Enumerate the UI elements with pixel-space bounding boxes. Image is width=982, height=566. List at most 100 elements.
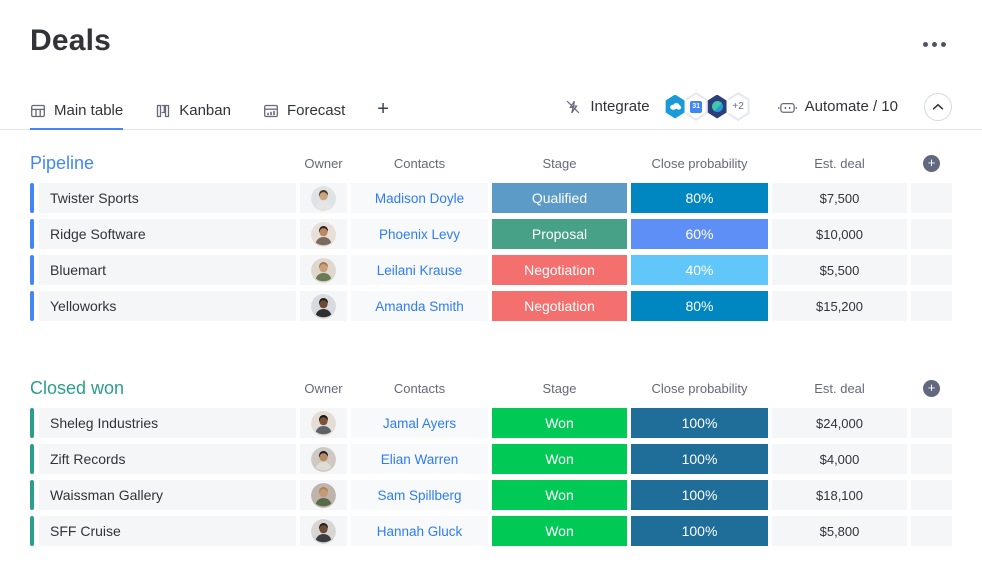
- contact-link[interactable]: Sam Spillberg: [377, 487, 462, 503]
- contact-cell[interactable]: Elian Warren: [351, 444, 488, 474]
- add-view-button[interactable]: +: [377, 98, 389, 120]
- add-column-button[interactable]: +: [923, 154, 940, 172]
- group-color-bar: [30, 183, 34, 213]
- table-row: Yelloworks Amanda Smith Negotiation 80% …: [30, 291, 952, 321]
- deal-name: Ridge Software: [50, 226, 146, 242]
- close-probability-cell[interactable]: 80%: [631, 291, 768, 321]
- tab-label: Kanban: [179, 102, 231, 119]
- add-column-button[interactable]: +: [923, 379, 940, 397]
- close-probability-cell[interactable]: 60%: [631, 219, 768, 249]
- deal-name-cell[interactable]: Bluemart: [30, 255, 296, 285]
- close-probability-cell[interactable]: 80%: [631, 183, 768, 213]
- owner-cell[interactable]: [300, 516, 347, 546]
- contact-cell[interactable]: Madison Doyle: [351, 183, 488, 213]
- tab-main-table[interactable]: Main table: [30, 102, 124, 130]
- robot-icon: [777, 98, 797, 116]
- automate-label: Automate / 10: [804, 98, 898, 115]
- est-deal-cell[interactable]: $7,500: [772, 183, 907, 213]
- est-deal-cell[interactable]: $15,200: [772, 291, 907, 321]
- deal-name-cell[interactable]: Waissman Gallery: [30, 480, 296, 510]
- owner-cell[interactable]: [300, 408, 347, 438]
- stage-cell[interactable]: Won: [492, 480, 627, 510]
- contact-cell[interactable]: Sam Spillberg: [351, 480, 488, 510]
- group-title[interactable]: Pipeline: [30, 152, 95, 173]
- integrate-button[interactable]: Integrate 31: [564, 92, 751, 121]
- contact-link[interactable]: Amanda Smith: [375, 298, 464, 314]
- contact-cell[interactable]: Amanda Smith: [351, 291, 488, 321]
- owner-cell[interactable]: [300, 291, 347, 321]
- contact-cell[interactable]: Leilani Krause: [351, 255, 488, 285]
- owner-cell[interactable]: [300, 444, 347, 474]
- contact-link[interactable]: Elian Warren: [380, 451, 459, 467]
- close-probability-cell[interactable]: 100%: [631, 480, 768, 510]
- board-menu-button[interactable]: [919, 38, 950, 51]
- tab-kanban[interactable]: Kanban: [155, 102, 231, 129]
- column-header-close-probability: Close probability: [651, 155, 748, 171]
- stage-cell[interactable]: Negotiation: [492, 255, 627, 285]
- tab-forecast[interactable]: Forecast: [263, 102, 345, 129]
- deal-name-cell[interactable]: SFF Cruise: [30, 516, 296, 546]
- owner-cell[interactable]: [300, 255, 347, 285]
- deal-name-cell[interactable]: Sheleg Industries: [30, 408, 296, 438]
- deal-name-cell[interactable]: Zift Records: [30, 444, 296, 474]
- stage-cell[interactable]: Won: [492, 516, 627, 546]
- table-row: Ridge Software Phoenix Levy Proposal 60%…: [30, 219, 952, 249]
- close-probability-cell[interactable]: 100%: [631, 444, 768, 474]
- group-color-bar: [30, 444, 34, 474]
- stage-cell[interactable]: Negotiation: [492, 291, 627, 321]
- owner-avatar: [311, 446, 336, 472]
- close-probability-cell[interactable]: 40%: [631, 255, 768, 285]
- group-title[interactable]: Closed won: [30, 377, 125, 398]
- est-deal-cell[interactable]: $5,500: [772, 255, 907, 285]
- stage-cell[interactable]: Qualified: [492, 183, 627, 213]
- contact-link[interactable]: Madison Doyle: [374, 190, 465, 206]
- integration-apps: 31 +2: [662, 92, 752, 121]
- deal-name: Sheleg Industries: [50, 415, 159, 431]
- owner-cell[interactable]: [300, 183, 347, 213]
- column-header-owner: Owner: [304, 380, 343, 396]
- deal-name: Zift Records: [50, 451, 126, 467]
- tab-label: Main table: [54, 102, 124, 119]
- contact-cell[interactable]: Hannah Gluck: [351, 516, 488, 546]
- contact-cell[interactable]: Jamal Ayers: [351, 408, 488, 438]
- table-row: Bluemart Leilani Krause Negotiation 40% …: [30, 255, 952, 285]
- est-deal-cell[interactable]: $5,800: [772, 516, 907, 546]
- close-probability-cell[interactable]: 100%: [631, 516, 768, 546]
- google-calendar-icon: 31: [684, 92, 708, 121]
- column-header-stage: Stage: [542, 155, 577, 171]
- empty-cell: [911, 183, 952, 213]
- table-row: Zift Records Elian Warren Won 100% $4,00…: [30, 444, 952, 474]
- close-probability-cell[interactable]: 100%: [631, 408, 768, 438]
- est-deal-cell[interactable]: $4,000: [772, 444, 907, 474]
- owner-cell[interactable]: [300, 219, 347, 249]
- board-group: Closed won Owner Contacts Stage Close pr…: [30, 373, 952, 546]
- contact-link[interactable]: Jamal Ayers: [382, 415, 457, 431]
- automate-button[interactable]: Automate / 10: [777, 98, 898, 116]
- column-header-est-deal: Est. deal: [814, 155, 865, 171]
- empty-cell: [911, 444, 952, 474]
- column-header-stage: Stage: [542, 380, 577, 396]
- contact-link[interactable]: Leilani Krause: [376, 262, 463, 278]
- group-color-bar: [30, 480, 34, 510]
- owner-avatar: [311, 293, 336, 319]
- collapse-header-button[interactable]: [924, 92, 952, 121]
- stage-cell[interactable]: Proposal: [492, 219, 627, 249]
- deal-name-cell[interactable]: Twister Sports: [30, 183, 296, 213]
- contact-link[interactable]: Hannah Gluck: [376, 523, 463, 539]
- integrate-label: Integrate: [590, 98, 650, 115]
- est-deal-cell[interactable]: $10,000: [772, 219, 907, 249]
- owner-avatar: [311, 185, 336, 211]
- table-row: Waissman Gallery Sam Spillberg Won 100% …: [30, 480, 952, 510]
- est-deal-cell[interactable]: $18,100: [772, 480, 907, 510]
- owner-cell[interactable]: [300, 480, 347, 510]
- stage-cell[interactable]: Won: [492, 408, 627, 438]
- stage-cell[interactable]: Won: [492, 444, 627, 474]
- owner-avatar: [311, 257, 336, 283]
- contact-cell[interactable]: Phoenix Levy: [351, 219, 488, 249]
- empty-cell: [911, 219, 952, 249]
- est-deal-cell[interactable]: $24,000: [772, 408, 907, 438]
- deal-name-cell[interactable]: Yelloworks: [30, 291, 296, 321]
- deal-name-cell[interactable]: Ridge Software: [30, 219, 296, 249]
- contact-link[interactable]: Phoenix Levy: [378, 226, 461, 242]
